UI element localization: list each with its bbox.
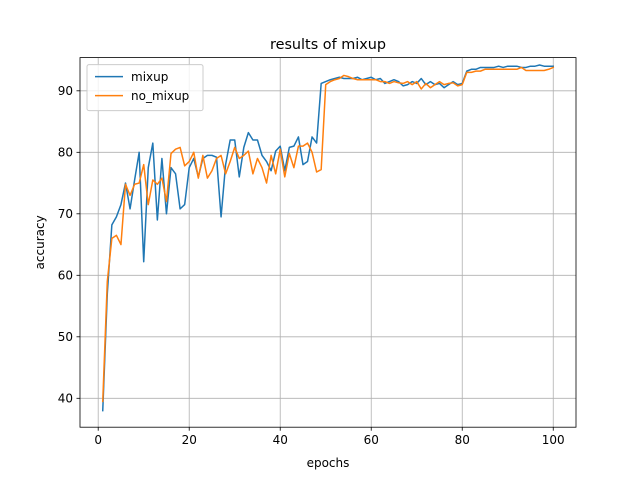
y-tick-label: 70 [58, 207, 73, 221]
y-tick-label: 90 [58, 84, 73, 98]
y-tick-label: 80 [58, 146, 73, 160]
x-tick-label: 80 [455, 433, 470, 447]
chart-title: results of mixup [270, 37, 386, 53]
x-tick-label: 40 [273, 433, 288, 447]
y-axis-label: accuracy [33, 215, 47, 269]
legend: mixup no_mixup [86, 64, 204, 112]
grid [80, 57, 576, 428]
x-tick-label: 0 [94, 433, 102, 447]
axis-ticks: 0 20 40 60 80 100 40 50 60 70 80 90 [58, 84, 565, 447]
x-tick-label: 20 [182, 433, 197, 447]
plot-frame [79, 57, 577, 428]
series-lines [101, 64, 555, 412]
x-tick-label: 60 [364, 433, 379, 447]
series-line-mixup [101, 64, 554, 412]
legend-label: mixup [131, 70, 168, 84]
x-tick-label: 100 [542, 433, 565, 447]
y-tick-label: 40 [58, 392, 73, 406]
y-tick-label: 60 [58, 269, 73, 283]
series-line-no-mixup [101, 66, 555, 403]
x-axis-label: epochs [307, 456, 350, 470]
y-tick-label: 50 [58, 330, 73, 344]
legend-label: no_mixup [131, 89, 189, 103]
